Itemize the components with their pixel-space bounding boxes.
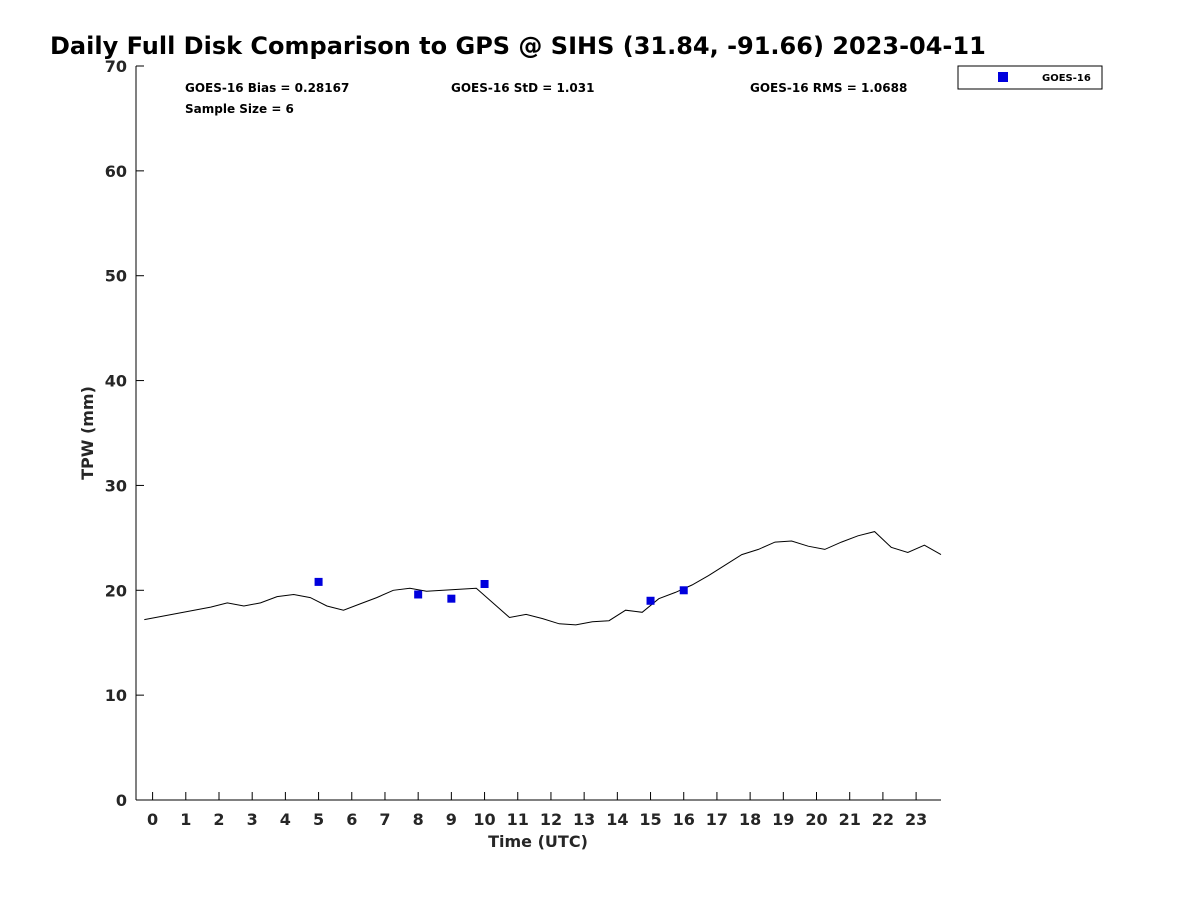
- y-tick-label: 50: [105, 267, 127, 286]
- x-tick-label: 10: [473, 810, 495, 829]
- x-tick-label: 20: [805, 810, 827, 829]
- x-tick-label: 17: [706, 810, 728, 829]
- goes16-point: [314, 577, 323, 586]
- x-tick-label: 16: [673, 810, 695, 829]
- x-tick-label: 6: [346, 810, 357, 829]
- sample-size-stat: Sample Size = 6: [185, 102, 294, 116]
- x-axis-label: Time (UTC): [488, 832, 588, 851]
- x-tick-label: 7: [379, 810, 390, 829]
- y-tick-label: 30: [105, 476, 127, 495]
- y-tick-label: 0: [116, 791, 127, 810]
- x-tick-label: 15: [639, 810, 661, 829]
- legend-marker-goes16: [998, 72, 1008, 82]
- y-tick-label: 70: [105, 57, 127, 76]
- x-tick-label: 9: [446, 810, 457, 829]
- goes16-point: [447, 594, 456, 603]
- gps-tpw-line: [144, 531, 942, 626]
- x-tick-label: 14: [606, 810, 628, 829]
- x-tick-label: 11: [507, 810, 529, 829]
- y-tick-label: 60: [105, 162, 127, 181]
- chart-title: Daily Full Disk Comparison to GPS @ SIHS…: [50, 32, 986, 60]
- rms-stat: GOES-16 RMS = 1.0688: [750, 81, 907, 95]
- x-tick-label: 19: [772, 810, 794, 829]
- legend-entry-goes16: GOES-16: [1042, 73, 1091, 84]
- y-tick-label: 40: [105, 372, 127, 391]
- x-tick-label: 5: [313, 810, 324, 829]
- x-tick-label: 3: [247, 810, 258, 829]
- std-stat: GOES-16 StD = 1.031: [451, 81, 594, 95]
- goes16-point: [679, 586, 688, 595]
- y-axis-ticks: 0 10 20 30 40 50 60 70: [105, 57, 144, 810]
- y-tick-label: 20: [105, 581, 127, 600]
- y-axis-label: TPW (mm): [78, 386, 97, 480]
- x-tick-label: 8: [413, 810, 424, 829]
- plot-axes: [135, 66, 941, 801]
- bias-stat: GOES-16 Bias = 0.28167: [185, 81, 349, 95]
- goes16-point: [646, 596, 655, 605]
- x-tick-label: 13: [573, 810, 595, 829]
- x-tick-label: 23: [905, 810, 927, 829]
- legend-box: [957, 65, 1103, 90]
- legend: GOES-16: [957, 65, 1103, 90]
- x-tick-label: 12: [540, 810, 562, 829]
- x-tick-label: 22: [872, 810, 894, 829]
- x-tick-label: 1: [180, 810, 191, 829]
- x-tick-label: 4: [280, 810, 291, 829]
- goes16-point: [414, 590, 423, 599]
- data-series: [144, 531, 942, 626]
- x-axis-ticks: 0 1 2 3 4 5 6 7 8 9 10 11 12 13 14 15 16 17 18 19 20 21 22 23: [147, 792, 927, 829]
- goes16-point: [480, 579, 489, 588]
- x-tick-label: 2: [213, 810, 224, 829]
- x-tick-label: 18: [739, 810, 761, 829]
- x-tick-label: 21: [839, 810, 861, 829]
- y-tick-label: 10: [105, 686, 127, 705]
- x-tick-label: 0: [147, 810, 158, 829]
